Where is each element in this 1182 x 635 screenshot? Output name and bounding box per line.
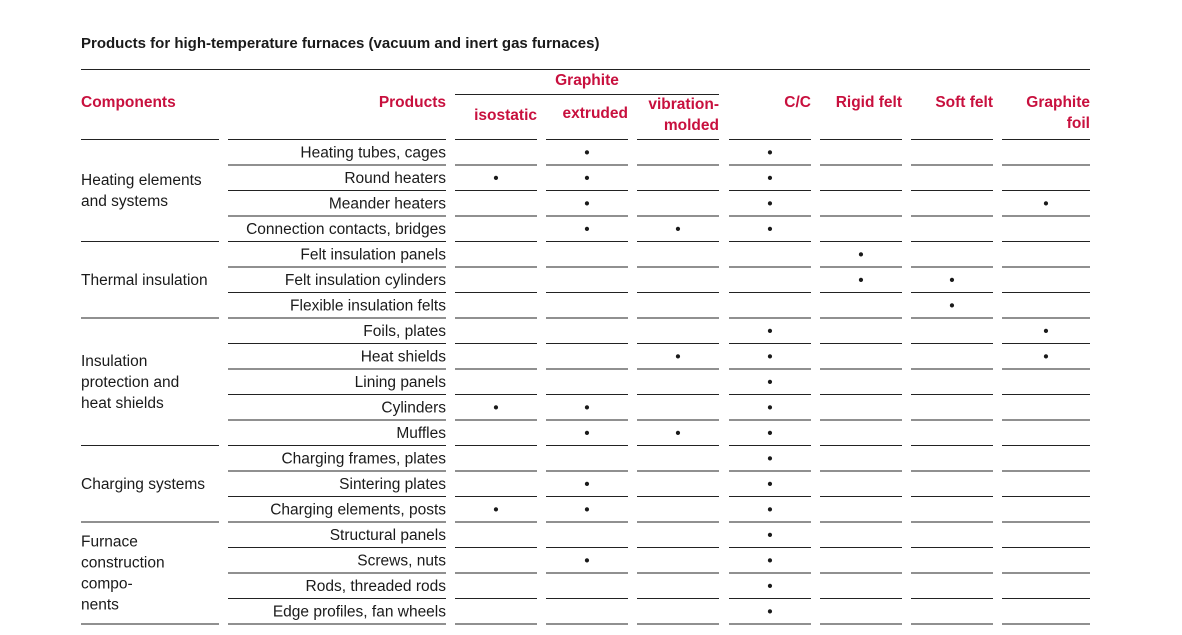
dot: • [767, 399, 772, 416]
column-header: Rigid felt [836, 94, 902, 111]
product: Charging frames, plates [281, 450, 446, 467]
dot: • [767, 170, 772, 187]
header-products: Products [379, 94, 446, 111]
dot: • [1043, 195, 1048, 212]
component: Charging systems [81, 476, 205, 493]
product: Felt insulation cylinders [285, 272, 446, 289]
product: Felt insulation panels [300, 246, 446, 263]
component: and systems [81, 193, 168, 210]
component: nents [81, 597, 119, 614]
dot: • [584, 399, 589, 416]
dot: • [584, 170, 589, 187]
header-group: Graphite [555, 72, 619, 89]
component: protection and [81, 374, 179, 391]
title: Products for high-temperature furnaces (… [81, 35, 599, 52]
product: Cylinders [381, 399, 446, 416]
dot: • [584, 144, 589, 161]
dot: • [1043, 323, 1048, 340]
dot: • [767, 476, 772, 493]
dot: • [767, 323, 772, 340]
product: Meander heaters [329, 195, 446, 212]
dot: • [858, 246, 863, 263]
dot: • [767, 374, 772, 391]
dot: • [858, 272, 863, 289]
product: Connection contacts, bridges [246, 221, 446, 238]
dot: • [584, 476, 589, 493]
header-components: Components [81, 94, 176, 111]
dot: • [675, 221, 680, 238]
dot: • [767, 221, 772, 238]
column-header: Soft felt [935, 94, 993, 111]
product: Sintering plates [339, 476, 446, 493]
dot: • [1043, 348, 1048, 365]
dot: • [767, 578, 772, 595]
column-header: foil [1067, 115, 1090, 132]
product: Charging elements, posts [270, 501, 446, 518]
column-header: Graphite [1026, 94, 1090, 111]
product: Foils, plates [363, 323, 446, 340]
dot: • [767, 450, 772, 467]
product: Screws, nuts [357, 552, 446, 569]
dot: • [584, 552, 589, 569]
product: Rods, threaded rods [306, 578, 447, 595]
component: compo- [81, 576, 133, 593]
column-header: vibration- [648, 96, 719, 113]
dot: • [584, 221, 589, 238]
product: Round heaters [344, 170, 446, 187]
dot: • [767, 195, 772, 212]
dot: • [493, 399, 498, 416]
component: Heating elements [81, 172, 202, 189]
column-header: C/C [784, 94, 811, 111]
product: Muffles [396, 425, 446, 442]
dot: • [767, 348, 772, 365]
component: Insulation [81, 353, 147, 370]
dot: • [675, 425, 680, 442]
dot: • [493, 170, 498, 187]
dot: • [949, 297, 954, 314]
dot: • [767, 144, 772, 161]
dot: • [767, 501, 772, 518]
dot: • [584, 501, 589, 518]
component: heat shields [81, 395, 164, 412]
component: construction [81, 555, 165, 572]
dot: • [675, 348, 680, 365]
product: Structural panels [330, 527, 447, 544]
dot: • [767, 603, 772, 620]
dot: • [493, 501, 498, 518]
product: Flexible insulation felts [290, 297, 446, 314]
product: Edge profiles, fan wheels [273, 603, 446, 620]
product: Heating tubes, cages [300, 144, 446, 161]
product: Lining panels [355, 374, 447, 391]
dot: • [584, 195, 589, 212]
column-header: isostatic [474, 107, 537, 124]
dot: • [949, 272, 954, 289]
component: Furnace [81, 534, 138, 551]
dot: • [584, 425, 589, 442]
component: Thermal insulation [81, 272, 208, 289]
dot: • [767, 527, 772, 544]
dot: • [767, 425, 772, 442]
column-header: molded [664, 117, 719, 134]
column-header: extruded [563, 105, 628, 122]
dot: • [767, 552, 772, 569]
product: Heat shields [361, 348, 447, 365]
